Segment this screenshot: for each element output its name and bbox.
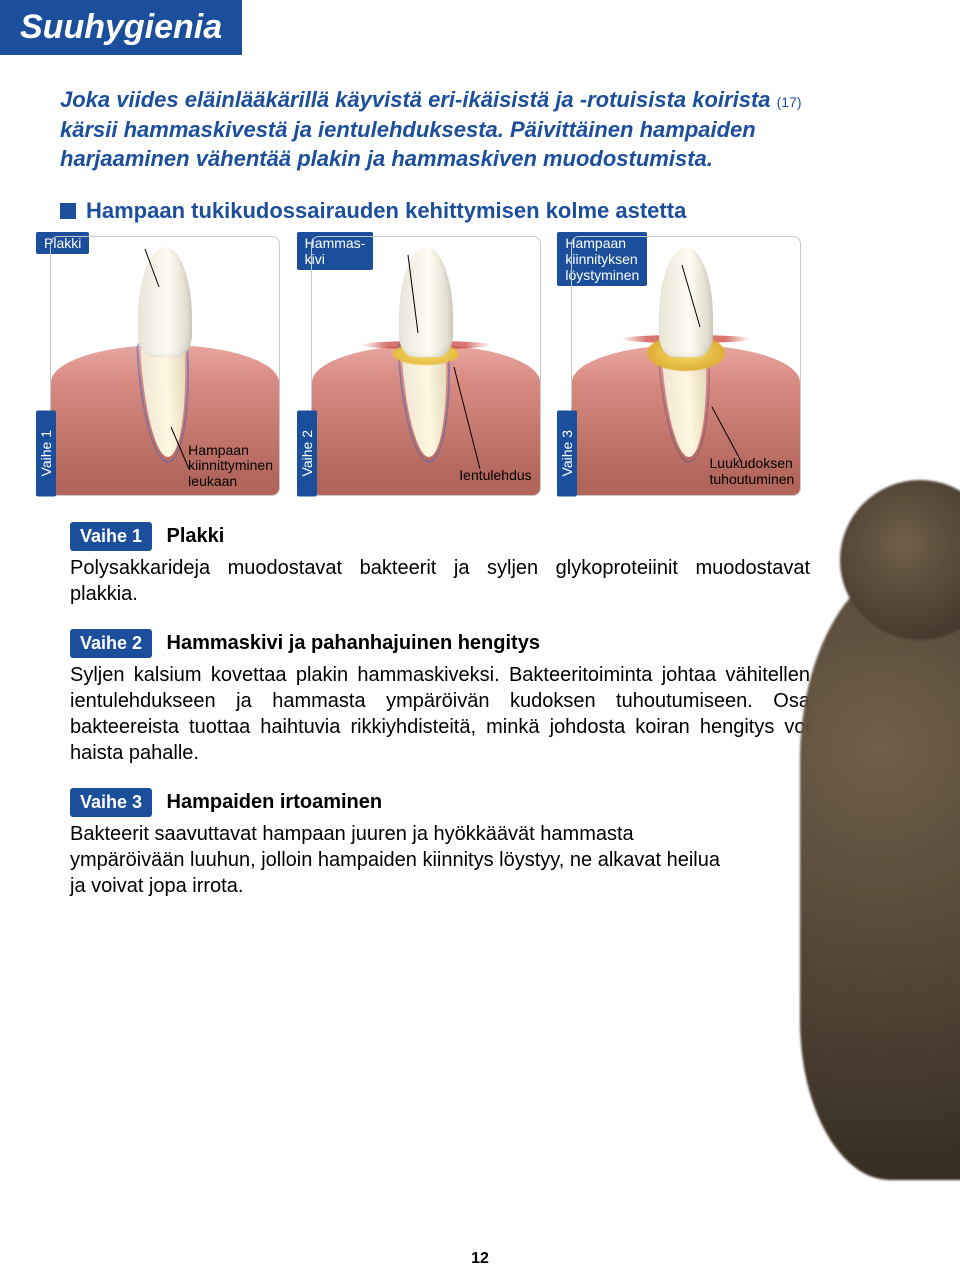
page-number: 12 (0, 1250, 960, 1268)
tooth-box-1: Hampaankiinnittyminenleukaan (50, 236, 280, 496)
stage-tag-1: Vaihe 1 (70, 522, 152, 551)
annotation-bottom-2: Ientulehdus (459, 468, 531, 483)
diagram-panel-3: Hampaankiinnityksenlöystyminen Luukudoks… (571, 236, 820, 496)
diagram-panel-2: Hammas-kivi Ientulehdus Vaihe 2 (311, 236, 560, 496)
stage-title-3: Hampaiden irtoaminen (167, 791, 383, 813)
panel-side-label-3: Vaihe 3 (557, 410, 577, 496)
tooth-box-3: Luukudoksentuhoutuminen (571, 236, 801, 496)
stage-title-1: Plakki (167, 525, 225, 547)
intro-paragraph: Joka viides eläinlääkärillä käyvistä eri… (60, 85, 820, 174)
diagram-row: Plakki Hampaankiinnittyminenleukaan Vaih… (50, 236, 820, 496)
tooth-box-2: Ientulehdus (311, 236, 541, 496)
panel-side-label-2: Vaihe 2 (297, 410, 317, 496)
stage-block-3: Vaihe 3 Hampaiden irtoaminen Bakteerit s… (60, 788, 820, 899)
diagram-panel-1: Plakki Hampaankiinnittyminenleukaan Vaih… (50, 236, 299, 496)
stage-body-3: Bakteerit saavuttavat hampaan juuren ja … (70, 821, 730, 899)
dog-photo-placeholder (800, 560, 960, 1180)
annotation-bottom-1: Hampaankiinnittyminenleukaan (188, 443, 273, 489)
stage-title-2: Hammaskivi ja pahanhajuinen hengitys (167, 632, 540, 654)
stage-block-2: Vaihe 2 Hammaskivi ja pahanhajuinen heng… (60, 629, 820, 766)
section-title-text: Hampaan tukikudossairauden kehittymisen … (86, 198, 686, 224)
stage-block-1: Vaihe 1 Plakki Polysakkarideja muodostav… (60, 522, 820, 607)
page-title: Suuhygienia (0, 0, 242, 55)
stage-body-1: Polysakkarideja muodostavat bakteerit ja… (70, 555, 810, 607)
stage-tag-2: Vaihe 2 (70, 629, 152, 658)
stage-tag-3: Vaihe 3 (70, 788, 152, 817)
reference-17: (17) (777, 94, 802, 110)
stage-body-2: Syljen kalsium kovettaa plakin hammaskiv… (70, 662, 810, 766)
section-title: Hampaan tukikudossairauden kehittymisen … (60, 198, 820, 224)
annotation-bottom-3: Luukudoksentuhoutuminen (710, 456, 795, 487)
panel-side-label-1: Vaihe 1 (36, 410, 56, 496)
